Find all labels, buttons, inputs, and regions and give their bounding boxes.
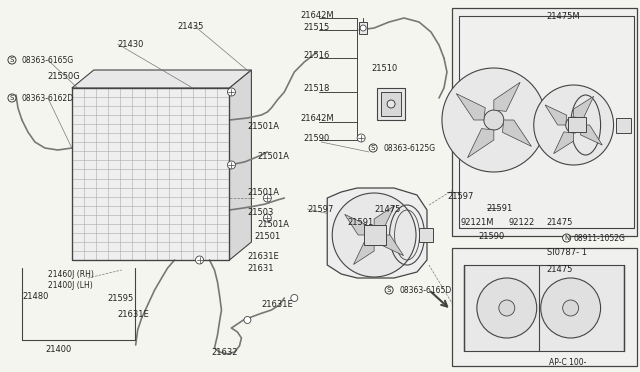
Text: SI0787- 1: SI0787- 1 (547, 248, 587, 257)
Polygon shape (381, 235, 404, 256)
Circle shape (366, 227, 382, 243)
Polygon shape (345, 214, 367, 235)
Text: 21515: 21515 (304, 23, 330, 32)
Polygon shape (573, 96, 594, 118)
Text: 21631E: 21631E (261, 300, 293, 309)
Bar (568, 117, 586, 132)
Text: 21642M: 21642M (300, 114, 334, 123)
Bar (377, 88, 405, 120)
Text: 21518: 21518 (304, 84, 330, 93)
Text: 21595: 21595 (108, 294, 134, 303)
Circle shape (534, 85, 614, 165)
Polygon shape (456, 94, 485, 120)
Text: 21475: 21475 (547, 265, 573, 274)
Text: 21400: 21400 (45, 345, 71, 354)
Circle shape (387, 100, 395, 108)
Text: 08363-6125G: 08363-6125G (383, 144, 435, 153)
Text: 21597: 21597 (447, 192, 474, 201)
Text: 21501A: 21501A (257, 152, 289, 161)
Text: 21460J (RH): 21460J (RH) (48, 270, 94, 279)
Text: 21501A: 21501A (257, 220, 289, 229)
Text: 21435: 21435 (177, 22, 204, 31)
Circle shape (264, 214, 271, 222)
Bar (464, 265, 623, 351)
Text: 21501A: 21501A (248, 188, 280, 197)
Circle shape (566, 117, 582, 133)
Text: 21475: 21475 (547, 218, 573, 227)
Circle shape (332, 193, 416, 277)
Text: 21501A: 21501A (248, 122, 280, 131)
Circle shape (499, 300, 515, 316)
Text: 21475M: 21475M (547, 12, 580, 21)
Circle shape (227, 88, 236, 96)
Text: N: N (564, 235, 570, 241)
Circle shape (477, 278, 537, 338)
Text: 08363-6165D: 08363-6165D (399, 286, 451, 295)
Text: 21631E: 21631E (118, 310, 150, 319)
Polygon shape (72, 70, 252, 88)
Bar (359, 22, 367, 34)
Polygon shape (353, 242, 374, 264)
Polygon shape (374, 205, 395, 228)
Polygon shape (545, 105, 567, 125)
Text: 21510: 21510 (372, 64, 398, 73)
Circle shape (360, 25, 366, 31)
Polygon shape (580, 125, 602, 145)
Circle shape (291, 295, 298, 301)
Bar (452, 8, 637, 236)
Text: S: S (371, 145, 375, 151)
Text: 21631: 21631 (248, 264, 274, 273)
Text: 21591: 21591 (487, 204, 513, 213)
Text: 21550G: 21550G (48, 72, 81, 81)
Text: S: S (10, 95, 14, 101)
Text: 21591: 21591 (347, 218, 373, 227)
Polygon shape (230, 70, 252, 260)
Bar (616, 118, 630, 133)
Polygon shape (502, 120, 531, 147)
Text: 08363-6165G: 08363-6165G (22, 56, 74, 65)
Text: 92122: 92122 (509, 218, 535, 227)
Text: 21480: 21480 (22, 292, 49, 301)
Text: 21516: 21516 (304, 51, 330, 60)
Text: 21475: 21475 (374, 205, 401, 214)
Text: 21501: 21501 (255, 232, 281, 241)
Circle shape (442, 68, 546, 172)
Polygon shape (72, 88, 230, 260)
Text: 21400J (LH): 21400J (LH) (48, 281, 93, 290)
Bar (381, 92, 401, 116)
Text: 21430: 21430 (118, 40, 144, 49)
Circle shape (264, 194, 271, 202)
Circle shape (244, 317, 251, 324)
Bar (364, 225, 386, 245)
Circle shape (196, 256, 204, 264)
Text: 21590: 21590 (479, 232, 505, 241)
Text: 08363-6162D: 08363-6162D (22, 94, 74, 103)
Polygon shape (494, 82, 520, 111)
Bar (452, 248, 637, 366)
Text: 21631E: 21631E (248, 252, 279, 261)
Text: 21632: 21632 (211, 348, 238, 357)
Circle shape (563, 300, 579, 316)
Polygon shape (327, 188, 427, 278)
Circle shape (357, 134, 365, 142)
Text: AP-C 100-: AP-C 100- (548, 358, 586, 367)
Bar (419, 228, 433, 242)
Polygon shape (554, 132, 573, 154)
Text: S: S (10, 57, 14, 63)
Circle shape (227, 161, 236, 169)
Text: 21597: 21597 (307, 205, 333, 214)
Text: 08911-1052G: 08911-1052G (573, 234, 625, 243)
Text: S: S (387, 287, 391, 293)
Text: 92121M: 92121M (461, 218, 495, 227)
Circle shape (541, 278, 600, 338)
Circle shape (484, 110, 504, 130)
Text: 21590: 21590 (304, 134, 330, 143)
Text: 21642M: 21642M (300, 11, 334, 20)
Polygon shape (467, 129, 494, 158)
Text: 21503: 21503 (248, 208, 274, 217)
